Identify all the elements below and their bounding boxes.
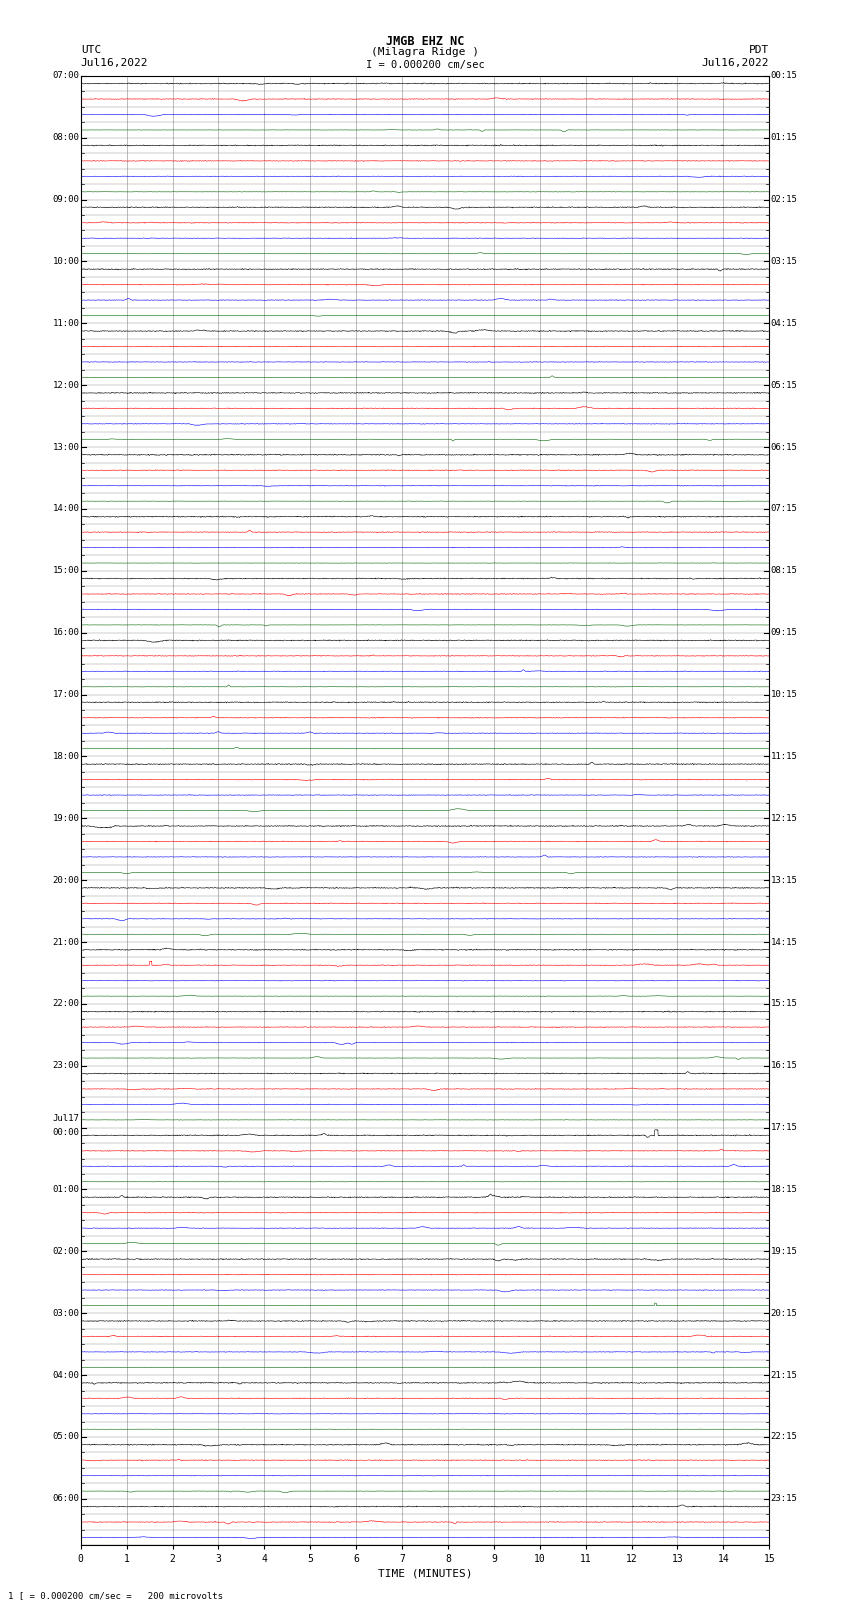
Text: 10:00: 10:00 <box>53 256 79 266</box>
Text: 23:00: 23:00 <box>53 1061 79 1071</box>
Text: 04:00: 04:00 <box>53 1371 79 1379</box>
Text: 05:15: 05:15 <box>771 381 797 390</box>
Text: 06:00: 06:00 <box>53 1494 79 1503</box>
Text: 22:00: 22:00 <box>53 1000 79 1008</box>
Text: 17:15: 17:15 <box>771 1123 797 1132</box>
Text: 19:00: 19:00 <box>53 815 79 823</box>
Text: 08:15: 08:15 <box>771 566 797 576</box>
Text: 09:15: 09:15 <box>771 627 797 637</box>
Text: (Milagra Ridge ): (Milagra Ridge ) <box>371 47 479 56</box>
Text: Jul16,2022: Jul16,2022 <box>702 58 769 68</box>
Text: I = 0.000200 cm/sec: I = 0.000200 cm/sec <box>366 60 484 69</box>
Text: 03:15: 03:15 <box>771 256 797 266</box>
Text: 14:00: 14:00 <box>53 505 79 513</box>
Text: 06:15: 06:15 <box>771 442 797 452</box>
Text: Jul17: Jul17 <box>53 1115 79 1123</box>
Text: 14:15: 14:15 <box>771 937 797 947</box>
Text: 1 [ = 0.000200 cm/sec =   200 microvolts: 1 [ = 0.000200 cm/sec = 200 microvolts <box>8 1590 224 1600</box>
Text: 18:15: 18:15 <box>771 1186 797 1194</box>
Text: 11:15: 11:15 <box>771 752 797 761</box>
Text: Jul16,2022: Jul16,2022 <box>81 58 148 68</box>
X-axis label: TIME (MINUTES): TIME (MINUTES) <box>377 1568 473 1579</box>
Text: 02:15: 02:15 <box>771 195 797 205</box>
Text: 16:00: 16:00 <box>53 627 79 637</box>
Text: 11:00: 11:00 <box>53 319 79 327</box>
Text: 01:00: 01:00 <box>53 1186 79 1194</box>
Text: 07:00: 07:00 <box>53 71 79 81</box>
Text: 15:00: 15:00 <box>53 566 79 576</box>
Text: 21:00: 21:00 <box>53 937 79 947</box>
Text: 05:00: 05:00 <box>53 1432 79 1442</box>
Text: 15:15: 15:15 <box>771 1000 797 1008</box>
Text: 00:15: 00:15 <box>771 71 797 81</box>
Text: 07:15: 07:15 <box>771 505 797 513</box>
Text: 13:15: 13:15 <box>771 876 797 884</box>
Text: 09:00: 09:00 <box>53 195 79 205</box>
Text: 13:00: 13:00 <box>53 442 79 452</box>
Text: 02:00: 02:00 <box>53 1247 79 1257</box>
Text: 19:15: 19:15 <box>771 1247 797 1257</box>
Text: 04:15: 04:15 <box>771 319 797 327</box>
Text: 21:15: 21:15 <box>771 1371 797 1379</box>
Text: 03:00: 03:00 <box>53 1308 79 1318</box>
Text: JMGB EHZ NC: JMGB EHZ NC <box>386 35 464 48</box>
Text: PDT: PDT <box>749 45 769 55</box>
Text: 01:15: 01:15 <box>771 134 797 142</box>
Text: 18:00: 18:00 <box>53 752 79 761</box>
Text: 20:15: 20:15 <box>771 1308 797 1318</box>
Text: 20:00: 20:00 <box>53 876 79 884</box>
Text: 17:00: 17:00 <box>53 690 79 698</box>
Text: 23:15: 23:15 <box>771 1494 797 1503</box>
Text: 12:00: 12:00 <box>53 381 79 390</box>
Text: 16:15: 16:15 <box>771 1061 797 1071</box>
Text: 12:15: 12:15 <box>771 815 797 823</box>
Text: UTC: UTC <box>81 45 101 55</box>
Text: 08:00: 08:00 <box>53 134 79 142</box>
Text: 22:15: 22:15 <box>771 1432 797 1442</box>
Text: 00:00: 00:00 <box>53 1127 79 1137</box>
Text: 10:15: 10:15 <box>771 690 797 698</box>
